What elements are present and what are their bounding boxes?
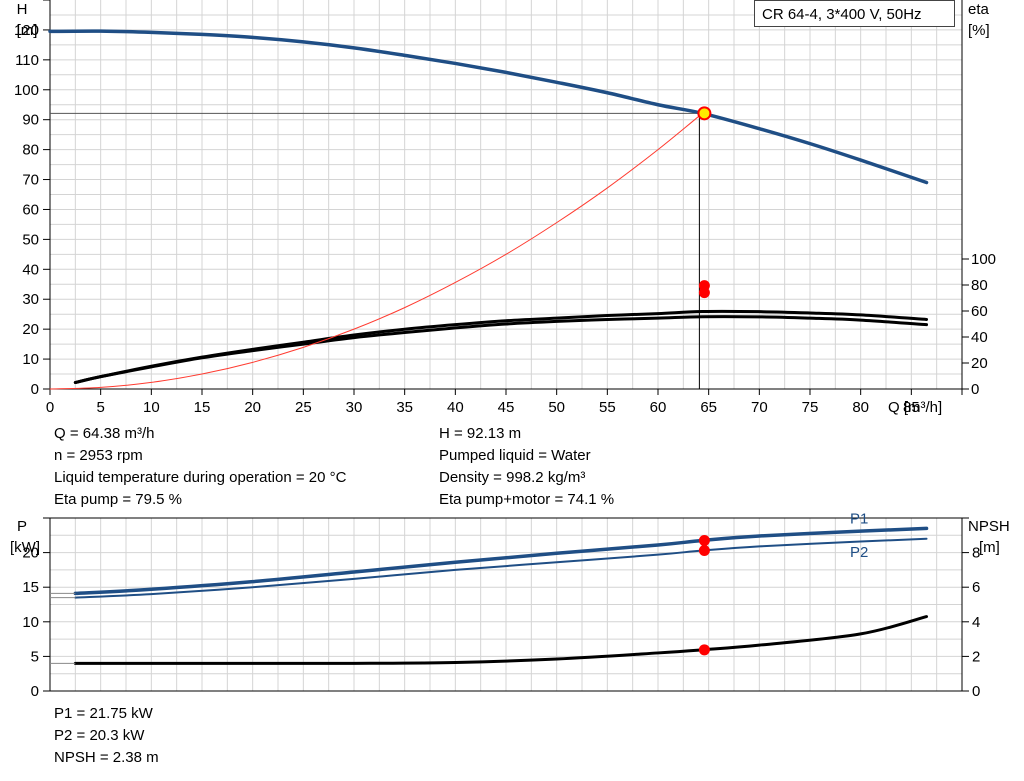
info-head: H = 92.13 m: [439, 425, 522, 442]
x-tick-label: 50: [548, 399, 565, 416]
x-tick-label: 45: [498, 399, 515, 416]
info-eta-pump-motor: Eta pump+motor = 74.1 %: [439, 491, 615, 508]
y-tick-label-right: 2: [972, 648, 980, 665]
y-axis-label-right: eta: [968, 1, 990, 18]
info-right: H = 92.13 m Pumped liquid = Water Densit…: [439, 423, 614, 511]
marker-npsh: [698, 644, 710, 656]
y-tick-label-left: 110: [15, 52, 39, 69]
legend-p2: P2: [850, 544, 868, 561]
y-tick-label-right: 80: [971, 277, 988, 294]
y-axis-unit-left: [kW]: [10, 539, 40, 556]
y-tick-label-left: 10: [22, 351, 39, 368]
x-tick-label: 65: [700, 399, 717, 416]
marker-eta-pump-motor: [698, 287, 710, 299]
info-density: Density = 998.2 kg/m³: [439, 469, 586, 486]
y-tick-label-right: 8: [972, 545, 980, 562]
y-tick-label-left: 120: [14, 22, 39, 39]
x-tick-label: 60: [650, 399, 667, 416]
series-h: [48, 29, 929, 185]
y-tick-label-left: 100: [14, 82, 39, 99]
series-p2: [74, 537, 928, 599]
y-tick-label-left: 20: [22, 321, 39, 338]
x-tick-label: 70: [751, 399, 768, 416]
y-tick-label-right: 0: [972, 683, 980, 700]
chart-title: CR 64-4, 3*400 V, 50Hz: [762, 6, 922, 23]
y-axis-unit-right: [m]: [979, 539, 1000, 556]
title-box: [754, 0, 955, 27]
y-tick-label-right: 40: [971, 329, 988, 346]
y-axis-unit-left: [m]: [17, 22, 38, 39]
info-eta-pump: Eta pump = 79.5 %: [54, 491, 182, 508]
x-tick-label: 40: [447, 399, 464, 416]
x-tick-label: 10: [143, 399, 160, 416]
x-axis-label: Q [m³/h]: [888, 399, 942, 416]
x-tick-label: 55: [599, 399, 616, 416]
y-axis-label-right: NPSH: [968, 518, 1010, 535]
performance-chart: 0 5 10 15 20 25 30 35 40 45 50 55 60 65 70 75 80 85Q [m³/…: [14, 0, 996, 416]
series-eta-pump-motor: [73, 315, 929, 384]
duty-point-marker: [697, 106, 712, 121]
y-axis-label-left: H: [17, 1, 28, 18]
y-tick-label-left: 60: [22, 201, 39, 218]
series-npsh: [73, 615, 929, 665]
info-flow: Q = 64.38 m³/h: [54, 425, 155, 442]
y-tick-label-left: 10: [22, 614, 39, 631]
x-tick-label: 0: [46, 399, 54, 416]
x-tick-label: 20: [244, 399, 261, 416]
info-npsh: NPSH = 2.38 m: [54, 749, 159, 766]
marker-p1: [698, 534, 710, 546]
info-bottom: P1 = 21.75 kW P2 = 20.3 kW NPSH = 2.38 m: [54, 703, 159, 769]
y-tick-label-left: 0: [31, 381, 39, 398]
info-liquid-temperature: Liquid temperature during operation = 20…: [54, 469, 347, 486]
y-tick-label-left: 0: [31, 683, 39, 700]
y-tick-label-left: 70: [22, 172, 39, 189]
y-tick-label-left: 40: [22, 261, 39, 278]
y-tick-label-right: 6: [972, 579, 980, 596]
x-tick-label: 25: [295, 399, 312, 416]
y-tick-label-left: 30: [22, 291, 39, 308]
x-tick-label: 80: [852, 399, 869, 416]
x-tick-label: 15: [194, 399, 211, 416]
info-speed: n = 2953 rpm: [54, 447, 143, 464]
y-tick-label-left: 20: [22, 545, 39, 562]
y-tick-label-left: 5: [31, 648, 39, 665]
series-system-curve: [49, 112, 703, 390]
legend-p1: P1: [850, 512, 868, 527]
x-tick-label: 30: [346, 399, 363, 416]
info-left: Q = 64.38 m³/h n = 2953 rpm Liquid tempe…: [54, 423, 346, 511]
y-axis-unit-right: [%]: [968, 22, 990, 39]
y-tick-label-right: 4: [972, 614, 980, 631]
y-tick-label-right: 0: [971, 381, 979, 398]
x-tick-label: 75: [802, 399, 819, 416]
y-axis-label-left: P: [17, 518, 27, 535]
x-tick-label: 85: [903, 399, 920, 416]
y-tick-label-left: 80: [22, 142, 39, 159]
y-tick-label-left: 90: [22, 112, 39, 129]
info-pumped-liquid: Pumped liquid = Water: [439, 447, 591, 464]
info-p1: P1 = 21.75 kW: [54, 705, 153, 722]
y-tick-label-right: 100: [971, 251, 996, 268]
series-eta-pump: [73, 309, 929, 384]
y-tick-label-right: 60: [971, 303, 988, 320]
x-tick-label: 5: [96, 399, 104, 416]
marker-p2: [698, 545, 710, 557]
x-tick-label: 35: [396, 399, 413, 416]
y-tick-label-left: 15: [22, 579, 39, 596]
info-p2: P2 = 20.3 kW: [54, 727, 145, 744]
y-tick-label-left: 50: [22, 231, 39, 248]
y-tick-label-right: 20: [971, 355, 988, 372]
power-npsh-chart: 0 5 10 15 20 P [kW] 0 2 4 6 8 NPSH [m] P1 P2: [10, 512, 1010, 700]
series-p1: [73, 526, 929, 596]
